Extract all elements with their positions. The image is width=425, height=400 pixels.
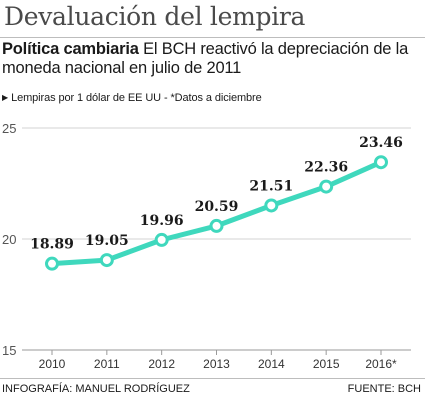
subtitle-lead: Política cambiaria xyxy=(2,40,139,58)
point-layer xyxy=(45,155,388,271)
chart-note-text: Lempiras por 1 dólar de EE UU - *Datos a… xyxy=(11,92,262,104)
x-tick-label: 2011 xyxy=(94,357,120,371)
x-tick-label: 2013 xyxy=(203,357,230,371)
x-tick-label: 2014 xyxy=(258,357,285,371)
chart-note: ▶ Lempiras por 1 dólar de EE UU - *Datos … xyxy=(2,92,262,104)
axis-layer: 15 20 25 2010 2011 2012 2013 2014 2015 2016* xyxy=(2,121,397,371)
data-point xyxy=(319,179,334,194)
triangle-right-icon: ▶ xyxy=(2,93,9,102)
data-point xyxy=(374,155,388,170)
source-text: FUENTE: BCH xyxy=(347,383,421,395)
data-label: 19.05 xyxy=(85,233,129,249)
data-point xyxy=(45,256,59,271)
x-tick-label: 2016* xyxy=(365,357,397,371)
credit-text: INFOGRAFÍA: MANUEL RODRÍGUEZ xyxy=(2,383,190,395)
data-point xyxy=(99,253,114,268)
subtitle: Política cambiaria El BCH reactivó la de… xyxy=(2,40,422,78)
y-tick-label: 15 xyxy=(2,343,16,358)
data-label: 20.59 xyxy=(195,199,239,215)
data-label: 21.51 xyxy=(249,178,293,194)
data-point xyxy=(264,198,279,213)
footer-divider xyxy=(0,378,425,379)
data-point xyxy=(209,218,224,233)
grid-layer xyxy=(22,127,411,355)
data-label: 23.46 xyxy=(359,135,403,151)
x-tick-label: 2010 xyxy=(39,357,66,371)
title-divider xyxy=(0,37,425,38)
page-title: Devaluación del lempira xyxy=(4,2,306,31)
x-tick-label: 2012 xyxy=(148,357,175,371)
data-label: 22.36 xyxy=(304,160,348,176)
label-layer: 18.89 19.05 19.96 20.59 21.51 22.36 23.46 xyxy=(30,135,403,252)
y-tick-label: 20 xyxy=(2,232,16,247)
data-point xyxy=(154,232,169,247)
data-label: 19.96 xyxy=(140,213,184,229)
data-label: 18.89 xyxy=(30,237,74,253)
y-tick-label: 25 xyxy=(2,121,16,136)
subtitle-text: El BCH reactivó la depreciación de la mo… xyxy=(2,40,409,77)
x-tick-label: 2015 xyxy=(313,357,340,371)
